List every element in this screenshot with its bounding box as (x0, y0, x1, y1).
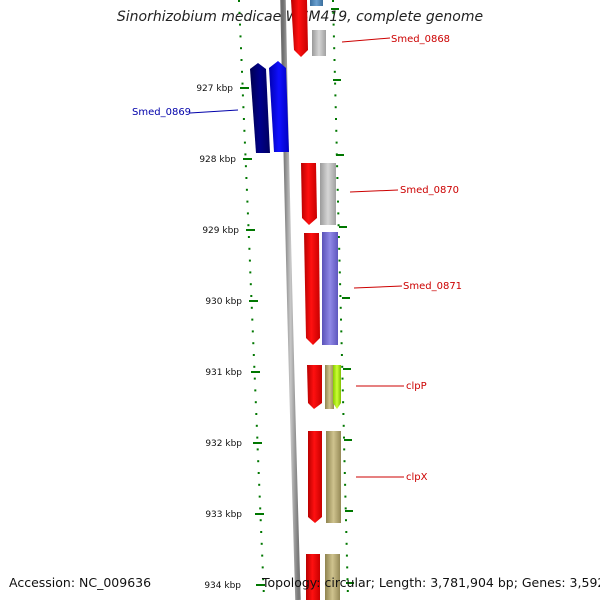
tick-label-933: 933 kbp (205, 510, 242, 520)
gene-smed-0871-gene[interactable] (322, 232, 338, 345)
topology-text: Topology: circular; Length: 3,781,904 bp… (262, 575, 600, 590)
gene-smed-0870-gene[interactable] (320, 163, 336, 225)
tick-label-927: 927 kbp (196, 84, 233, 94)
gene-clpp-gene[interactable] (325, 365, 334, 409)
gene-smed-0869-gene[interactable] (269, 61, 289, 152)
gene-upstream-feature[interactable] (310, 0, 323, 6)
forward-strand-genes (291, 0, 341, 600)
tick-label-932: 932 kbp (205, 439, 242, 449)
gene-labels: Smed_0868 Smed_0869 Smed_0870 Smed_0871 … (132, 34, 462, 483)
tick-label-929: 929 kbp (202, 226, 239, 236)
right-tick-marks (331, 8, 354, 584)
gene-label-smed-0870[interactable]: Smed_0870 (400, 185, 459, 196)
gene-label-smed-0871[interactable]: Smed_0871 (403, 281, 462, 292)
gene-clpx-cds[interactable] (308, 431, 322, 523)
tick-label-928: 928 kbp (199, 155, 236, 165)
tick-label-934: 934 kbp (204, 581, 241, 591)
gene-clpx-gene[interactable] (326, 431, 341, 523)
tick-label-930: 930 kbp (205, 297, 242, 307)
gene-label-smed-0868[interactable]: Smed_0868 (391, 34, 450, 45)
tick-marks (240, 87, 265, 586)
gene-label-clpp[interactable]: clpP (406, 381, 427, 392)
gene-smed-0869-cds[interactable] (250, 63, 270, 153)
tick-labels: 927 kbp 928 kbp 929 kbp 930 kbp 931 kbp … (196, 84, 242, 591)
gene-smed-0868-cds[interactable] (291, 0, 308, 57)
gene-next-cds[interactable] (306, 554, 320, 600)
accession-text: Accession: NC_009636 (9, 575, 152, 590)
gene-clpp-cds[interactable] (307, 365, 322, 409)
gene-smed-0868-gene[interactable] (312, 30, 326, 56)
gene-label-smed-0869[interactable]: Smed_0869 (132, 107, 191, 118)
gene-smed-0870-cds[interactable] (301, 163, 317, 225)
reverse-strand-genes (250, 61, 289, 153)
label-connectors (189, 37, 404, 478)
gene-smed-0871-cds[interactable] (304, 233, 320, 345)
gene-clpp-feature[interactable] (333, 365, 341, 409)
gene-label-clpx[interactable]: clpX (406, 472, 428, 483)
dotted-guides (238, 0, 349, 592)
gene-next-gene[interactable] (325, 554, 340, 600)
tick-label-931: 931 kbp (205, 368, 242, 378)
